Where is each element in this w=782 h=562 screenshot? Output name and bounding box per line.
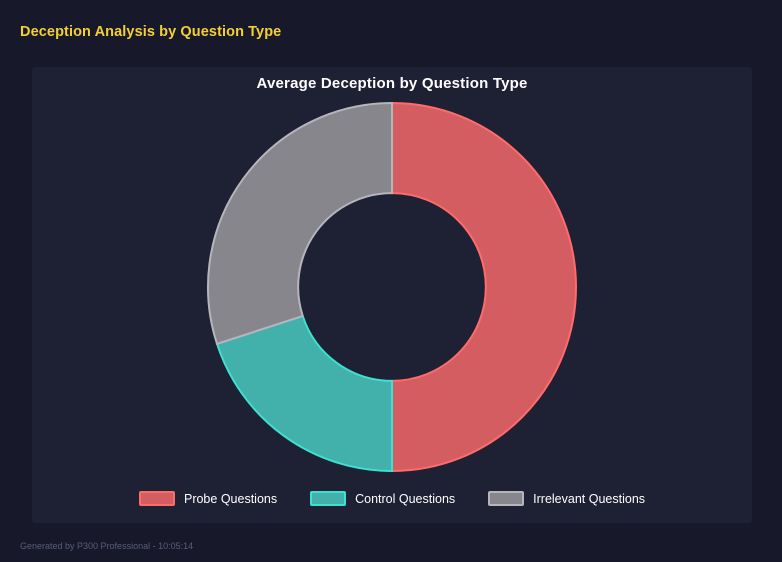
donut-chart-container (32, 97, 752, 477)
donut-slice[interactable] (391, 101, 577, 473)
legend-label-irrelevant: Irrelevant Questions (533, 491, 646, 506)
legend-item-control[interactable]: Control Questions (310, 491, 455, 506)
donut-slice[interactable] (215, 314, 393, 473)
donut-chart (207, 101, 577, 473)
legend-item-probe[interactable]: Probe Questions (138, 491, 278, 506)
legend-swatch-control (310, 491, 347, 506)
chart-card: Average Deception by Question Type Probe… (32, 67, 752, 523)
page-title: Deception Analysis by Question Type (20, 24, 282, 40)
legend-item-irrelevant[interactable]: Irrelevant Questions (488, 491, 645, 506)
legend-swatch-probe (138, 491, 175, 506)
donut-slice[interactable] (207, 101, 393, 346)
footer-note: Generated by P300 Professional - 10:05:1… (20, 541, 194, 551)
legend-label-control: Control Questions (355, 491, 456, 506)
legend-label-probe: Probe Questions (183, 491, 278, 506)
legend-swatch-irrelevant (488, 491, 525, 506)
chart-legend: Probe Questions Control Questions Irrele… (32, 491, 752, 506)
chart-title: Average Deception by Question Type (256, 75, 528, 92)
